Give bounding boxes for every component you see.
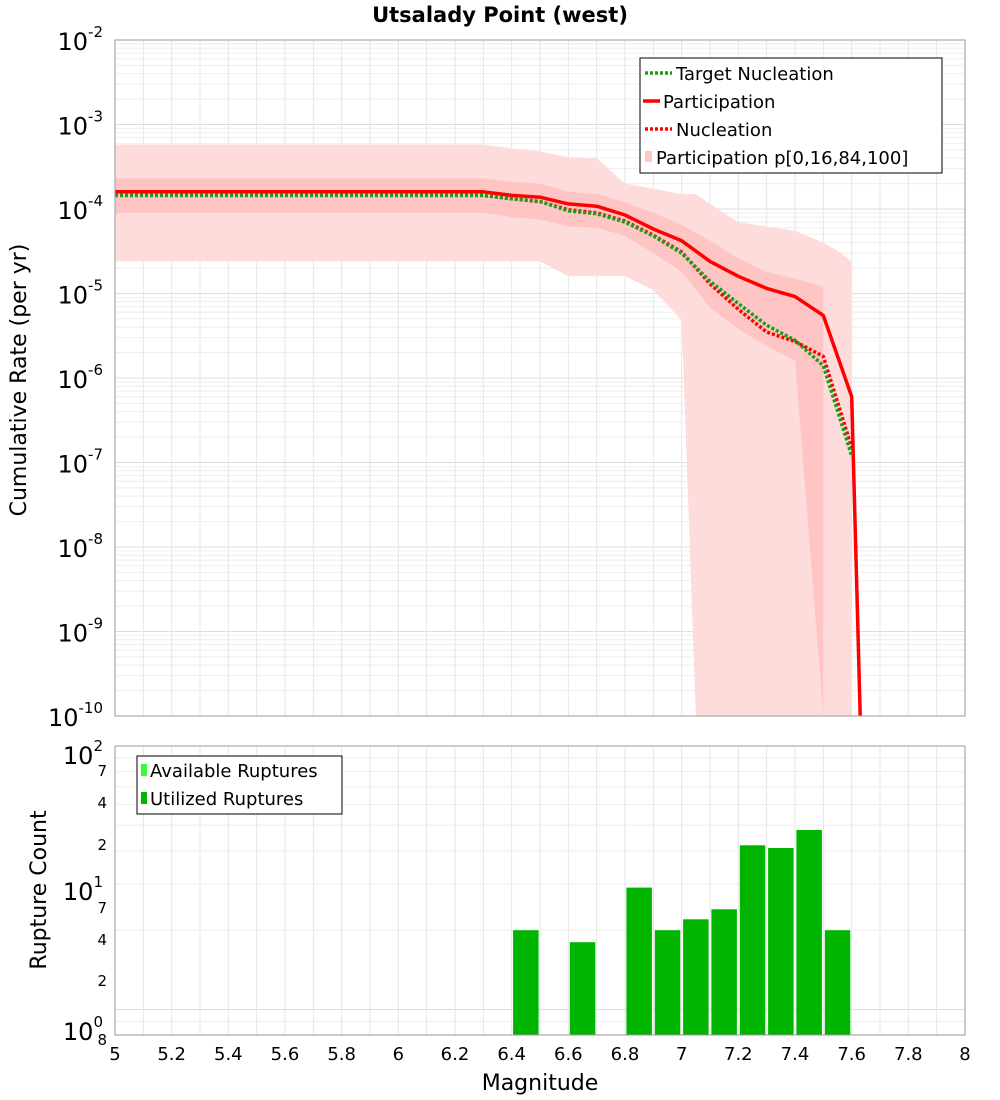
x-tick-label: 5.6 — [271, 1044, 300, 1065]
rupture-bars — [513, 830, 851, 1035]
bottom-y-tick-labels: 102 101 100 7 4 2 7 4 2 8 — [63, 737, 107, 1049]
x-tick-label: 7.4 — [781, 1044, 810, 1065]
legend-utilized-ruptures: Utilized Ruptures — [150, 789, 303, 810]
x-tick-label: 6.6 — [554, 1044, 583, 1065]
bottom-y-minor-tick-label: 4 — [97, 794, 107, 812]
bottom-y-tick-label: 101 — [63, 873, 103, 906]
top-y-tick-label: 10-2 — [57, 23, 103, 56]
bar-utilized — [513, 930, 539, 1035]
bar-utilized — [768, 848, 794, 1035]
bottom-y-minor-tick-label: 7 — [97, 762, 107, 780]
legend-band: Participation p[0,16,84,100] — [656, 148, 908, 169]
bottom-y-tick-label: 102 — [63, 737, 103, 770]
x-tick-labels: 5 5.2 5.4 5.6 5.8 6 6.2 6.4 6.6 6.8 7 7.2 7.4 7.6 7.8 8 — [109, 1044, 970, 1065]
bottom-y-minor-tick-label: 8 — [97, 1031, 107, 1049]
bar-utilized — [824, 930, 851, 1035]
top-y-tick-label: 10-8 — [57, 530, 103, 563]
band-outer-p0-p100 — [115, 144, 852, 716]
bar-utilized — [796, 830, 822, 1035]
x-tick-label: 5.2 — [157, 1044, 186, 1065]
bar-utilized — [654, 930, 681, 1035]
bar-utilized — [739, 845, 766, 1035]
bottom-plot-frame — [114, 745, 966, 1036]
top-y-tick-label: 10-9 — [57, 615, 103, 648]
chart-title: Utsalady Point (west) — [372, 3, 628, 27]
bottom-legend-box — [136, 755, 343, 815]
bar-utilized — [711, 909, 737, 1035]
x-axis-label: Magnitude — [482, 1071, 599, 1096]
x-tick-label: 5.4 — [214, 1044, 243, 1065]
top-legend-box — [639, 57, 943, 174]
bottom-legend: Available Ruptures Utilized Ruptures — [136, 755, 343, 815]
top-legend: Target Nucleation Participation Nucleati… — [639, 57, 943, 174]
top-y-tick-label: 10-7 — [57, 446, 103, 479]
top-y-tick-label: 10-4 — [57, 192, 103, 225]
bottom-y-axis-label: Rupture Count — [27, 810, 52, 970]
top-y-axis-label: Cumulative Rate (per yr) — [7, 244, 32, 517]
top-y-tick-label: 10-10 — [48, 699, 103, 732]
x-tick-label: 5.8 — [327, 1044, 356, 1065]
bar-utilized — [569, 942, 596, 1035]
x-tick-label: 8 — [959, 1044, 970, 1065]
top-y-tick-labels: 10-2 10-3 10-4 10-5 10-6 10-7 10-8 10-9 10-10 — [48, 23, 103, 732]
bottom-y-minor-tick-label: 4 — [97, 931, 107, 949]
bottom-y-minor-tick-label: 2 — [97, 972, 107, 990]
x-tick-label: 7 — [676, 1044, 687, 1065]
legend-utilized-swatch — [141, 792, 147, 804]
bottom-y-minor-tick-label: 2 — [97, 836, 107, 854]
top-series-lines — [115, 190, 862, 717]
x-tick-label: 7.6 — [837, 1044, 866, 1065]
legend-available-swatch — [141, 764, 147, 776]
legend-nucleation: Nucleation — [676, 120, 772, 141]
x-tick-label: 6.8 — [611, 1044, 640, 1065]
legend-available-ruptures: Available Ruptures — [150, 761, 318, 782]
x-tick-label: 6.4 — [497, 1044, 526, 1065]
bar-utilized — [626, 887, 652, 1035]
x-tick-label: 5 — [109, 1044, 120, 1065]
top-y-tick-label: 10-3 — [57, 108, 103, 141]
top-y-tick-label: 10-6 — [57, 361, 103, 394]
bottom-y-minor-tick-label: 7 — [97, 899, 107, 917]
legend-target-nucleation: Target Nucleation — [675, 64, 834, 85]
x-tick-label: 6 — [393, 1044, 404, 1065]
series-target-nucleation — [115, 193, 854, 457]
x-tick-label: 7.8 — [894, 1044, 923, 1065]
legend-participation: Participation — [663, 92, 775, 113]
bar-utilized — [683, 919, 709, 1035]
participation-bands — [115, 144, 852, 716]
series-participation — [115, 190, 862, 717]
bottom-y-tick-label: 100 — [63, 1013, 103, 1046]
top-plot-frame — [114, 39, 966, 717]
top-y-tick-label: 10-5 — [57, 277, 103, 310]
legend-band-swatch — [645, 151, 652, 162]
x-tick-label: 7.2 — [724, 1044, 753, 1065]
x-tick-label: 6.2 — [441, 1044, 470, 1065]
